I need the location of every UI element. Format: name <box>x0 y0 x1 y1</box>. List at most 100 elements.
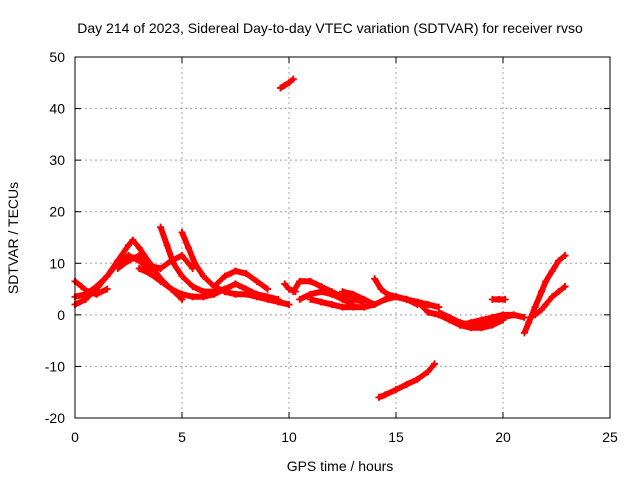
data-point <box>264 285 272 293</box>
x-tick-label: 15 <box>388 429 404 445</box>
data-point <box>424 308 432 316</box>
data-point <box>135 264 143 272</box>
data-point <box>555 288 563 296</box>
data-point <box>360 295 368 303</box>
series-arc-4 <box>114 252 197 272</box>
data-point <box>274 295 282 303</box>
data-point <box>296 295 304 303</box>
data-point <box>221 272 229 280</box>
data-point <box>392 293 400 301</box>
data-point <box>413 298 421 306</box>
x-tick-label: 25 <box>602 429 618 445</box>
data-point <box>488 313 496 321</box>
data-point <box>349 290 357 298</box>
data-point <box>157 223 165 231</box>
data-point <box>520 329 528 337</box>
data-point <box>221 285 229 293</box>
data-point <box>377 285 385 293</box>
series-arc-15 <box>339 288 379 309</box>
data-point <box>114 264 122 272</box>
data-point <box>538 306 546 314</box>
data-point <box>163 241 171 249</box>
data-point <box>381 295 389 303</box>
data-point <box>199 272 207 280</box>
data-point <box>548 267 556 275</box>
chart-title: Day 214 of 2023, Sidereal Day-to-day VTE… <box>77 20 583 36</box>
data-point <box>84 288 92 296</box>
data-markers <box>136 265 207 300</box>
data-point <box>169 259 177 267</box>
y-tick-label: 20 <box>49 204 65 220</box>
data-point <box>371 275 379 283</box>
data-point <box>306 295 314 303</box>
data-point <box>285 79 293 87</box>
data-point <box>232 280 239 288</box>
data-point <box>289 288 297 296</box>
data-point <box>413 375 421 383</box>
y-tick-label: 40 <box>49 101 65 117</box>
data-point <box>189 282 197 290</box>
data-point <box>242 270 250 278</box>
data-point <box>501 295 509 303</box>
data-point <box>125 241 132 249</box>
data-point <box>103 272 111 280</box>
data-point <box>289 75 297 83</box>
series-arc-23 <box>531 282 569 319</box>
data-point <box>178 228 186 236</box>
data-point <box>317 288 325 296</box>
data-point <box>77 282 85 290</box>
data-point <box>538 288 546 296</box>
data-point <box>178 272 186 280</box>
data-point <box>296 277 304 285</box>
data-point <box>135 252 143 260</box>
data-point <box>339 295 346 303</box>
data-point <box>253 277 261 285</box>
data-point <box>392 386 400 394</box>
data-point <box>349 303 357 311</box>
data-point <box>339 303 346 311</box>
data-point <box>467 319 475 327</box>
data-point <box>264 293 272 301</box>
data-point <box>285 285 293 293</box>
data-point <box>403 380 411 388</box>
data-point <box>232 290 239 298</box>
y-tick-label: -20 <box>45 410 65 426</box>
data-point <box>178 252 186 260</box>
data-point <box>189 293 197 301</box>
x-tick-label: 5 <box>178 429 186 445</box>
x-tick-label: 10 <box>281 429 297 445</box>
data-point <box>92 282 100 290</box>
data-point <box>525 319 533 327</box>
series-arc-21 <box>488 295 509 303</box>
series-arc-9 <box>199 280 282 303</box>
y-tick-label: 10 <box>49 255 65 271</box>
series-arc-13 <box>296 288 357 309</box>
data-points <box>71 75 569 401</box>
data-point <box>191 259 199 267</box>
data-point <box>242 285 250 293</box>
data-point <box>456 321 464 329</box>
data-point <box>178 290 186 298</box>
data-point <box>435 308 443 316</box>
data-point <box>103 285 111 293</box>
data-point <box>495 295 503 303</box>
data-point <box>210 290 218 298</box>
data-point <box>531 311 539 319</box>
data-point <box>548 293 556 301</box>
y-tick-label: -10 <box>45 358 65 374</box>
data-point <box>520 313 528 321</box>
data-point <box>184 244 192 252</box>
data-point <box>232 267 239 275</box>
data-point <box>555 257 563 265</box>
data-point <box>531 303 539 311</box>
data-point <box>383 290 391 298</box>
data-point <box>488 295 496 303</box>
data-point <box>285 301 293 309</box>
data-point <box>281 280 289 288</box>
data-point <box>276 84 284 92</box>
data-point <box>129 236 137 244</box>
data-point <box>424 368 432 376</box>
data-point <box>499 311 507 319</box>
data-point <box>189 264 197 272</box>
